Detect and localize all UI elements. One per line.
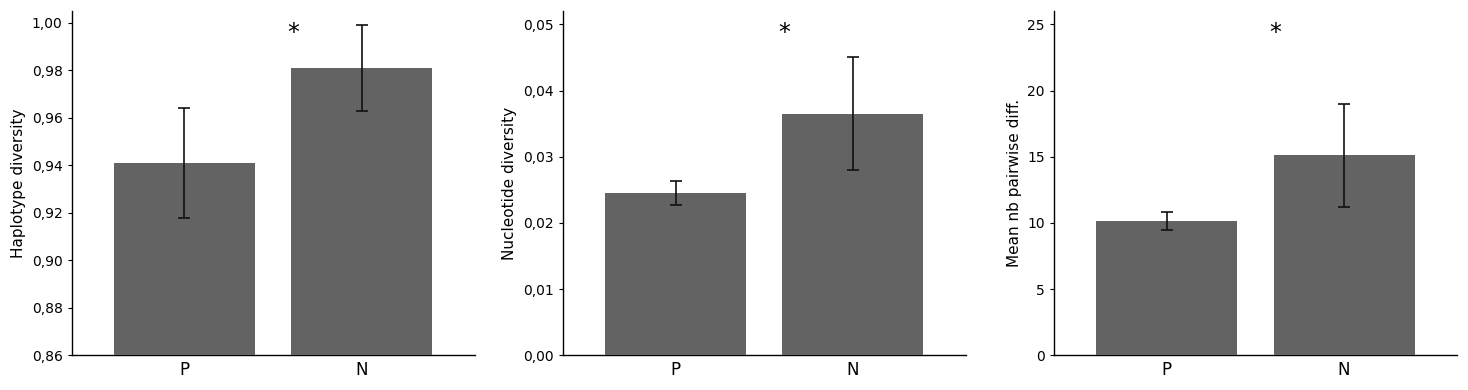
Text: *: * <box>778 21 790 46</box>
Text: *: * <box>288 21 299 46</box>
Text: *: * <box>1270 21 1282 46</box>
Y-axis label: Mean nb pairwise diff.: Mean nb pairwise diff. <box>1007 99 1022 267</box>
Bar <box>605 193 746 355</box>
Bar <box>115 163 255 390</box>
Bar <box>782 114 923 355</box>
Bar <box>291 68 432 390</box>
Bar <box>1097 221 1238 355</box>
Y-axis label: Haplotype diversity: Haplotype diversity <box>12 108 26 258</box>
Y-axis label: Nucleotide diversity: Nucleotide diversity <box>502 106 517 260</box>
Bar <box>1274 156 1415 355</box>
